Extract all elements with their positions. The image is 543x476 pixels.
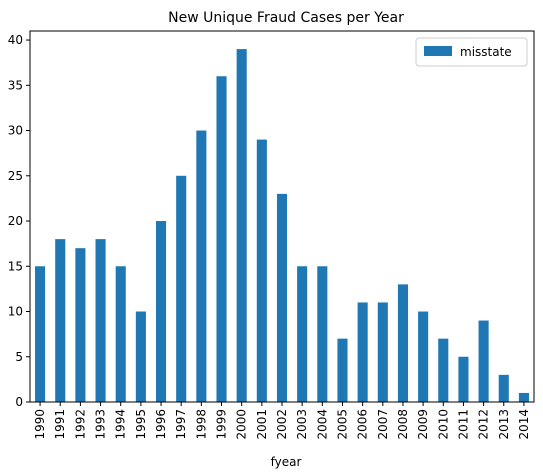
bar-1990 (35, 266, 46, 402)
bar-1997 (176, 175, 187, 402)
bar-2003 (297, 266, 308, 402)
x-tick-label: 2007 (376, 409, 390, 440)
x-tick-label: 2004 (315, 409, 329, 440)
y-tick-label: 0 (15, 395, 23, 409)
bar-1991 (55, 239, 66, 402)
legend-label: misstate (460, 45, 512, 59)
bar-2006 (357, 302, 368, 402)
legend-box (415, 37, 528, 67)
x-tick-label: 2010 (436, 409, 450, 440)
legend: misstate (415, 37, 528, 67)
chart-title: New Unique Fraud Cases per Year (168, 10, 404, 26)
bar-2013 (498, 374, 509, 402)
bar-2002 (276, 193, 288, 402)
x-axis-label: fyear (271, 455, 302, 469)
y-tick-label: 25 (8, 169, 23, 183)
x-tick-label: 2003 (295, 409, 309, 440)
x-tick-label: 1995 (134, 409, 148, 440)
y-tick-label: 15 (8, 259, 23, 273)
x-tick-label: 2012 (477, 409, 491, 440)
x-tick-label: 2000 (235, 409, 249, 440)
bar-2009 (418, 311, 429, 402)
bar-1998 (196, 130, 207, 402)
bar-1996 (156, 221, 167, 402)
y-tick-label: 20 (8, 214, 23, 228)
x-tick-label: 2002 (275, 409, 289, 440)
bar-2001 (256, 139, 267, 402)
x-tick-label: 1990 (33, 409, 47, 440)
y-tick-label: 10 (8, 305, 23, 319)
x-tick-label: 1994 (114, 409, 128, 440)
bar-2000 (236, 49, 247, 402)
plot-frame (29, 30, 535, 403)
bar-2008 (397, 284, 408, 402)
bar-1994 (115, 266, 126, 402)
bar-1992 (75, 248, 86, 402)
x-tick-label: 2006 (356, 409, 370, 440)
y-tick-label: 5 (15, 350, 23, 364)
x-tick-label: 1993 (94, 409, 108, 440)
legend-swatch (424, 46, 452, 56)
bar-2011 (458, 356, 469, 402)
x-tick-label: 1996 (154, 409, 168, 440)
bar-2005 (337, 338, 348, 402)
x-tick-label: 1992 (73, 409, 87, 440)
y-tick-label: 40 (8, 33, 23, 47)
x-tick-label: 2013 (497, 409, 511, 440)
bar-1993 (95, 239, 106, 402)
x-tick-label: 2001 (255, 409, 269, 440)
x-tick-label: 1997 (174, 409, 188, 440)
x-tick-label: 2011 (456, 409, 470, 440)
y-axis-ticks: 0 5 10 15 20 25 30 35 40 (8, 33, 30, 409)
x-tick-label: 2005 (335, 409, 349, 440)
x-tick-label: 2009 (416, 409, 430, 440)
bar-2007 (377, 302, 388, 402)
bar-1995 (135, 311, 146, 402)
bar-1999 (216, 76, 227, 403)
x-tick-label: 2014 (517, 409, 531, 440)
bar-2010 (438, 338, 449, 402)
bar-2004 (317, 266, 328, 402)
x-tick-label: 2008 (396, 409, 410, 440)
x-tick-label: 1991 (53, 409, 67, 440)
bar-2012 (478, 320, 489, 402)
bars (35, 49, 529, 403)
x-tick-label: 1999 (215, 409, 229, 440)
y-tick-label: 30 (8, 124, 23, 138)
x-axis-ticks: 1990 1991 1992 1993 1994 1995 1996 1997 1998 1999… (33, 402, 531, 440)
x-tick-label: 1998 (194, 409, 208, 440)
y-tick-label: 35 (8, 78, 23, 92)
bar-2014 (518, 392, 529, 402)
